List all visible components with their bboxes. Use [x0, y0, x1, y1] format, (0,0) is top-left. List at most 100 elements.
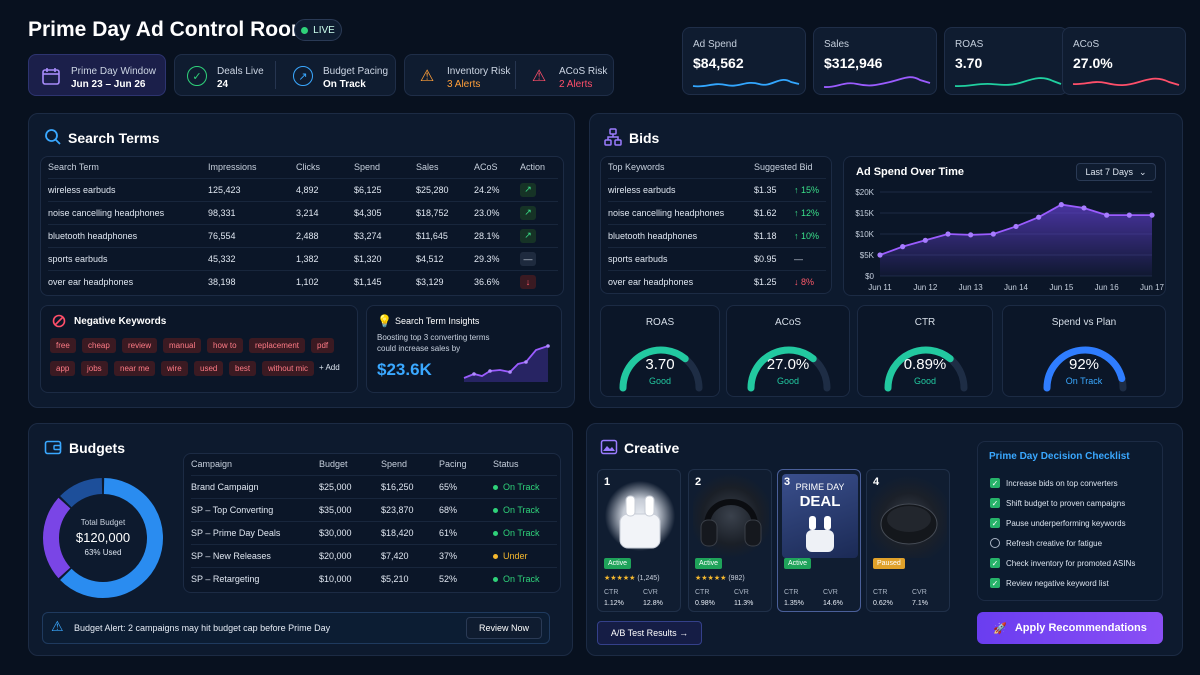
- data-point[interactable]: [1081, 205, 1087, 211]
- chip-prime-day-window[interactable]: Prime Day Window Jun 23 – Jun 26: [28, 54, 166, 96]
- negative-tag[interactable]: replacement: [249, 338, 306, 353]
- table-row[interactable]: noise cancelling headphones 98,331 3,214 $4…: [48, 200, 558, 224]
- table-row[interactable]: noise cancelling headphones $1.62 ↑ 12%: [608, 200, 826, 224]
- negative-tag[interactable]: jobs: [81, 361, 108, 376]
- checklist-item[interactable]: ✓ Pause underperforming keywords: [990, 518, 1126, 528]
- negative-tag[interactable]: wire: [161, 361, 188, 376]
- data-point[interactable]: [1013, 223, 1019, 230]
- negative-tag[interactable]: cheap: [82, 338, 116, 353]
- action-up-icon[interactable]: ↗: [520, 182, 536, 197]
- kpi-roas[interactable]: ROAS 3.70: [944, 27, 1068, 95]
- negative-tag[interactable]: free: [50, 338, 76, 353]
- table-row[interactable]: over ear headphones 38,198 1,102 $1,145 $3,1…: [48, 269, 558, 293]
- checklist-item[interactable]: ✓ Shift budget to proven campaigns: [990, 498, 1125, 508]
- creative-card-4[interactable]: 4 Paused CTR CVR 0.62% 7.1%: [866, 469, 950, 612]
- data-point[interactable]: [1149, 212, 1155, 218]
- table-row[interactable]: over ear headphones $1.25 ↓ 8%: [608, 269, 826, 293]
- table-row[interactable]: wireless earbuds 125,423 4,892 $6,125 $25,28…: [48, 177, 558, 201]
- checkbox-checked-icon[interactable]: ✓: [990, 518, 1000, 528]
- data-point[interactable]: [1104, 212, 1110, 218]
- action-neutral-icon[interactable]: —: [520, 251, 536, 266]
- negative-tag[interactable]: used: [194, 361, 224, 376]
- table-row[interactable]: SP – Retargeting $10,000 $5,210 52% On Track: [191, 566, 557, 590]
- data-point[interactable]: [990, 231, 996, 237]
- apply-label: Apply Recommendations: [1014, 622, 1147, 634]
- data-point[interactable]: [968, 232, 974, 238]
- checkbox-checked-icon[interactable]: ✓: [990, 478, 1000, 488]
- negative-tag[interactable]: near me: [114, 361, 156, 376]
- negative-tag[interactable]: best: [229, 361, 257, 376]
- status-badge: Active: [604, 558, 632, 569]
- kpi-ad-spend[interactable]: Ad Spend $84,562: [682, 27, 806, 95]
- creative-card-1[interactable]: 1 Active ★★★★★ (1,245) CTR CVR 1.12% 12.8%: [597, 469, 681, 612]
- table-row[interactable]: sports earbuds 45,332 1,382 $1,320 $4,512 29.…: [48, 246, 558, 270]
- col-header: Spend: [381, 458, 408, 469]
- checklist-item[interactable]: Refresh creative for fatigue: [990, 538, 1102, 548]
- ad-spend-chart: $20K $15K $10K $5K $0 Jun 11 Jun 12 Jun 13 Jun 1…: [855, 188, 1164, 292]
- add-keyword-button[interactable]: + Add: [319, 363, 340, 372]
- checklist-item[interactable]: ✓ Check inventory for promoted ASINs: [990, 558, 1135, 568]
- table-row[interactable]: SP – Top Converting $35,000 $23,870 68% On T…: [191, 497, 557, 521]
- action-down-icon[interactable]: ↓: [520, 274, 536, 289]
- checkbox-checked-icon[interactable]: ✓: [990, 558, 1000, 568]
- data-point[interactable]: [1126, 212, 1132, 218]
- trend-icon: ↗: [293, 66, 313, 86]
- table-row[interactable]: wireless earbuds $1.35 ↑ 15%: [608, 177, 826, 201]
- cell: $11,645: [416, 223, 474, 247]
- table-row[interactable]: sports earbuds $0.95—: [608, 246, 826, 270]
- data-point[interactable]: [945, 231, 951, 237]
- creative-card-3[interactable]: PRIME DAY DEAL 3 Active CTR CVR 1.35% 14.6…: [777, 469, 861, 612]
- bid-change-cell: ↑ 12%: [794, 200, 826, 224]
- action-up-icon[interactable]: ↗: [520, 205, 536, 220]
- kpi-acos[interactable]: ACoS 27.0%: [1062, 27, 1186, 95]
- negative-tag[interactable]: without mic: [262, 361, 315, 376]
- checkbox-checked-icon[interactable]: ✓: [990, 498, 1000, 508]
- negative-tag[interactable]: how to: [207, 338, 243, 353]
- kpi-value: $84,562: [693, 55, 744, 71]
- chip-budget-pacing[interactable]: ↗ Budget Pacing On Track: [281, 55, 397, 95]
- cell: SP – Retargeting: [191, 566, 319, 590]
- negative-tag[interactable]: review: [122, 338, 158, 353]
- cell: $25,280: [416, 177, 474, 201]
- data-point[interactable]: [900, 244, 906, 250]
- checklist-item[interactable]: ✓ Increase bids on top converters: [990, 478, 1118, 488]
- cell: 1,382: [296, 246, 354, 270]
- checkbox-checked-icon[interactable]: ✓: [990, 578, 1000, 588]
- ab-test-results-button[interactable]: A/B Test Results →: [597, 621, 702, 645]
- data-point[interactable]: [1036, 214, 1042, 220]
- table-row[interactable]: bluetooth headphones $1.18 ↑ 10%: [608, 223, 826, 247]
- chip-value: 3 Alerts: [447, 79, 481, 90]
- table-row[interactable]: SP – New Releases $20,000 $7,420 37% Under: [191, 543, 557, 567]
- gauge-roas: ROAS 3.70 Good: [600, 305, 720, 397]
- chip-value: 2 Alerts: [559, 79, 593, 90]
- action-up-icon[interactable]: ↗: [520, 228, 536, 243]
- chip-label: Inventory Risk: [447, 66, 511, 77]
- table-row[interactable]: Brand Campaign $25,000 $16,250 65% On Track: [191, 474, 557, 498]
- cell: $18,752: [416, 200, 474, 224]
- chip-inventory-risk[interactable]: ⚠ Inventory Risk 3 Alerts: [405, 55, 515, 95]
- y-tick-label: $15K: [855, 209, 874, 218]
- checklist-item[interactable]: ✓ Review negative keyword list: [990, 578, 1109, 588]
- kpi-sparkline: [1072, 77, 1180, 87]
- chip-acos-risk[interactable]: ⚠ ACoS Risk 2 Alerts: [517, 55, 615, 95]
- negative-tag[interactable]: manual: [163, 338, 202, 353]
- date-range-select[interactable]: Last 7 Days ⌄: [1076, 163, 1156, 181]
- x-tick-label: Jun 17: [1140, 283, 1164, 292]
- rating-count: (982): [728, 575, 745, 582]
- checkbox-empty-icon[interactable]: [990, 538, 1000, 548]
- data-point[interactable]: [922, 237, 928, 243]
- table-row[interactable]: SP – Prime Day Deals $30,000 $18,420 61% On …: [191, 520, 557, 544]
- data-point[interactable]: [1058, 202, 1064, 208]
- donut-remaining-segment: [60, 478, 103, 508]
- review-now-button[interactable]: Review Now: [466, 617, 542, 639]
- table-row[interactable]: bluetooth headphones 76,554 2,488 $3,274 $11…: [48, 223, 558, 247]
- negative-tag[interactable]: pdf: [311, 338, 335, 353]
- sitemap-icon: [604, 128, 622, 146]
- negative-tag[interactable]: app: [50, 361, 76, 376]
- data-point[interactable]: [877, 252, 883, 258]
- apply-recommendations-button[interactable]: 🚀 Apply Recommendations: [977, 612, 1163, 644]
- kpi-sales[interactable]: Sales $312,946: [813, 27, 937, 95]
- creative-card-2[interactable]: 2 Active ★★★★★ (982) CTR CVR 0.98% 11.3%: [688, 469, 772, 612]
- chip-deals-live[interactable]: ✓ Deals Live 24: [175, 55, 275, 95]
- gauge-acos: ACoS 27.0% Good: [726, 305, 850, 397]
